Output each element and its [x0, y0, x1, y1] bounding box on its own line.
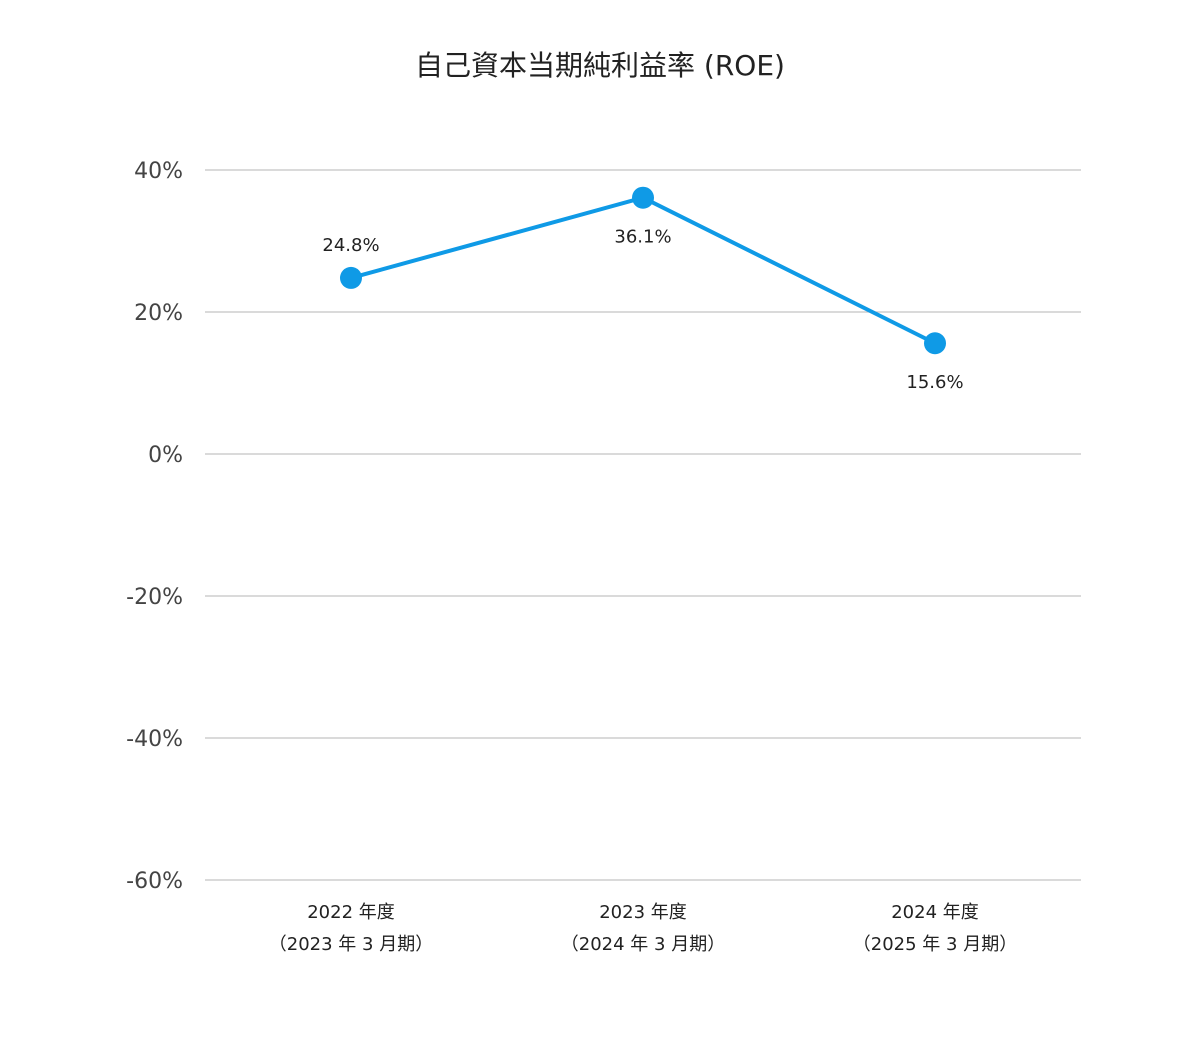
x-tick-label: 2022 年度	[307, 902, 395, 923]
chart-title: 自己資本当期純利益率 (ROE)	[415, 49, 785, 82]
data-label: 24.8%	[322, 235, 379, 256]
y-tick-label: 20%	[134, 301, 183, 326]
x-tick-sublabel: （2025 年 3 月期）	[853, 934, 1017, 955]
data-point	[340, 266, 362, 289]
y-tick-label: -40%	[126, 727, 183, 752]
data-label: 15.6%	[906, 372, 963, 393]
data-point	[924, 332, 946, 355]
y-tick-label: -20%	[126, 585, 183, 610]
data-label: 36.1%	[614, 227, 671, 248]
x-tick-label: 2023 年度	[599, 902, 687, 923]
y-tick-label: 0%	[148, 443, 183, 468]
y-tick-label: -60%	[126, 869, 183, 894]
x-tick-sublabel: （2023 年 3 月期）	[269, 934, 433, 955]
x-tick-sublabel: （2024 年 3 月期）	[561, 934, 725, 955]
y-tick-label: 40%	[134, 159, 183, 184]
data-point	[632, 186, 654, 209]
series-line	[350, 195, 936, 346]
x-tick-label: 2024 年度	[891, 902, 979, 923]
